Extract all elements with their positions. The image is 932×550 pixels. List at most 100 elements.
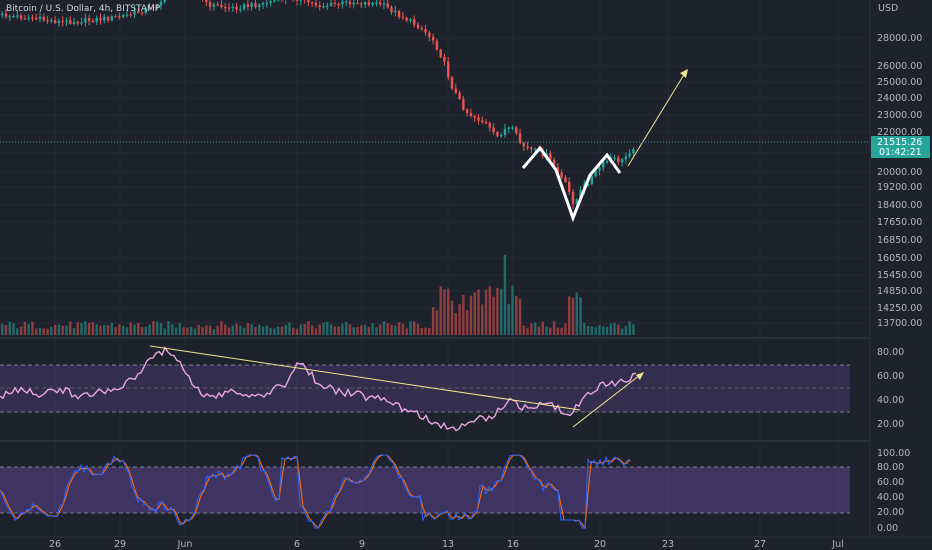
volume-bar (4, 324, 8, 335)
pane-separator[interactable] (0, 337, 870, 339)
candle-body (273, 0, 276, 2)
volume-bar (549, 327, 552, 335)
candle-body (46, 20, 49, 22)
candle-body (307, 0, 310, 3)
volume-bar (307, 321, 310, 335)
stoch-rsi-pane[interactable] (0, 454, 850, 530)
candle-body (382, 3, 386, 5)
candle-body (533, 149, 537, 151)
candle-body (8, 16, 11, 18)
candle-body (450, 77, 454, 89)
volume-bar (174, 327, 178, 335)
candle-body (261, 3, 265, 5)
volume-bar (61, 325, 64, 335)
price-tick-label: 16850.00 (877, 235, 922, 246)
projection-arrow[interactable] (627, 72, 686, 167)
candle-body (333, 2, 337, 5)
candle-body (481, 120, 484, 123)
candle-body (488, 122, 492, 128)
price-pane[interactable] (0, 0, 870, 335)
time-tick-label: 27 (754, 539, 766, 550)
volume-bar (632, 324, 635, 335)
time-tick-label: 29 (114, 539, 126, 550)
stoch-d-line (0, 454, 631, 530)
volume-bar (53, 324, 57, 335)
volume-bar (276, 326, 280, 335)
time-axis-background (0, 537, 932, 550)
candle-body (405, 17, 408, 21)
volume-bar (583, 322, 586, 335)
volume-bar (133, 324, 136, 335)
candle-body (125, 14, 129, 16)
volume-bar (545, 326, 548, 335)
candle-body (598, 167, 601, 171)
candle-body (72, 22, 76, 24)
candle-body (628, 153, 631, 157)
rsi-support-trendline[interactable] (572, 374, 641, 428)
candle-body (492, 127, 495, 133)
volume-bar (337, 326, 340, 335)
candle-body (114, 16, 117, 18)
candle-body (23, 18, 27, 20)
volume-bar (586, 325, 590, 335)
rsi-pane[interactable] (0, 345, 850, 432)
candle-body (348, 1, 352, 5)
candle-body (356, 2, 359, 4)
price-tick-label: 22000.00 (877, 127, 922, 138)
candle-body (447, 61, 450, 78)
volume-bar (242, 327, 246, 335)
candle-body (367, 2, 371, 5)
time-axis[interactable]: 26 29 Jun 6 9 13 16 20 23 27 Jul (0, 536, 932, 550)
w-pattern-drawing[interactable] (521, 145, 622, 223)
price-axis[interactable]: USD 28000.00 26000.00 25000.00 24000.00 2300… (869, 0, 932, 537)
volume-bar (69, 321, 72, 335)
time-tick-label: 20 (594, 539, 606, 550)
volume-bar (435, 310, 439, 335)
volume-bar (227, 327, 231, 335)
candle-body (38, 16, 42, 19)
volume-bar (420, 328, 423, 335)
candle-body (208, 1, 212, 7)
volume-bar (269, 327, 272, 335)
volume-bar (95, 324, 98, 335)
volume-bar (239, 325, 242, 335)
candle-body (220, 5, 223, 8)
rsi-resistance-trendline[interactable] (149, 345, 581, 411)
candle-body (106, 16, 110, 21)
candle-body (397, 10, 401, 17)
price-tick-label: 24000.00 (877, 93, 922, 104)
candle-body (269, 1, 272, 3)
volume-bar (424, 327, 427, 335)
volume-bar (148, 324, 151, 335)
price-axis-background (870, 0, 932, 537)
volume-bar (575, 292, 578, 335)
candle-body (129, 14, 132, 16)
candle-body (477, 117, 480, 121)
pane-separator[interactable] (0, 440, 870, 442)
candle-body (337, 3, 340, 6)
time-tick-label: 23 (662, 539, 674, 550)
candle-body (586, 184, 590, 186)
volume-bar (80, 322, 83, 335)
candle-body (227, 7, 231, 9)
candle-body (458, 92, 461, 99)
candle-body (155, 5, 159, 8)
candle-body (386, 3, 389, 8)
candle-body (42, 16, 45, 21)
volume-bar (367, 326, 371, 335)
candle-body (239, 9, 242, 11)
candle-body (250, 3, 253, 7)
volume-bar (431, 307, 435, 335)
candle-body (133, 11, 136, 15)
candle-body (515, 127, 518, 134)
candle-body (496, 132, 499, 137)
rsi-tick-label: 40.00 (877, 395, 904, 406)
volume-bar (462, 294, 465, 335)
volume-bar (72, 328, 76, 335)
price-tick-label: 19200.00 (877, 182, 922, 193)
candle-body (390, 7, 393, 13)
candle-body (318, 5, 321, 7)
volume-bar (598, 325, 601, 335)
volume-bar (360, 325, 363, 335)
